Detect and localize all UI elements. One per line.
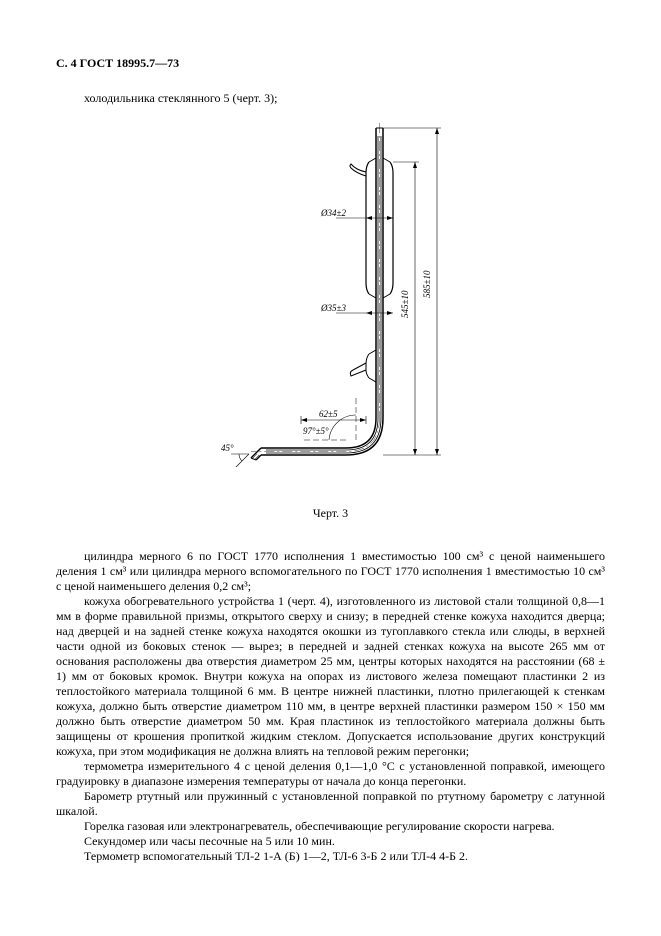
dim-62: 62±5 <box>319 409 338 419</box>
para-5: Горелка газовая или электронагреватель, … <box>56 819 605 834</box>
diagram-caption: Черт. 3 <box>56 506 605 521</box>
para-3: термометра измерительного 4 с ценой деле… <box>56 759 605 789</box>
dim-97: 97°±5° <box>303 426 329 436</box>
diagram-container: 45° 97°±5° 62±5 585±10 545±10 Ø34± <box>56 118 605 498</box>
dim-34: Ø34±2 <box>320 208 346 218</box>
body-text: цилиндра мерного 6 по ГОСТ 1770 исполнен… <box>56 549 605 864</box>
dim-45: 45° <box>221 443 234 453</box>
technical-drawing: 45° 97°±5° 62±5 585±10 545±10 Ø34± <box>201 118 461 498</box>
para-4: Барометр ртутный или пружинный с установ… <box>56 789 605 819</box>
para-6: Секундомер или часы песочные на 5 или 10… <box>56 834 605 849</box>
page-header: С. 4 ГОСТ 18995.7—73 <box>56 56 605 71</box>
dim-35: Ø35±3 <box>320 303 346 313</box>
para-7: Термометр вспомогательный ТЛ-2 1-А (Б) 1… <box>56 849 605 864</box>
dim-585: 585±10 <box>422 270 432 298</box>
para-1: цилиндра мерного 6 по ГОСТ 1770 исполнен… <box>56 549 605 594</box>
dim-545: 545±10 <box>400 290 410 318</box>
para-2: кожуха обогревательного устройства 1 (че… <box>56 594 605 759</box>
intro-text: холодильника стеклянного 5 (черт. 3); <box>56 91 605 106</box>
